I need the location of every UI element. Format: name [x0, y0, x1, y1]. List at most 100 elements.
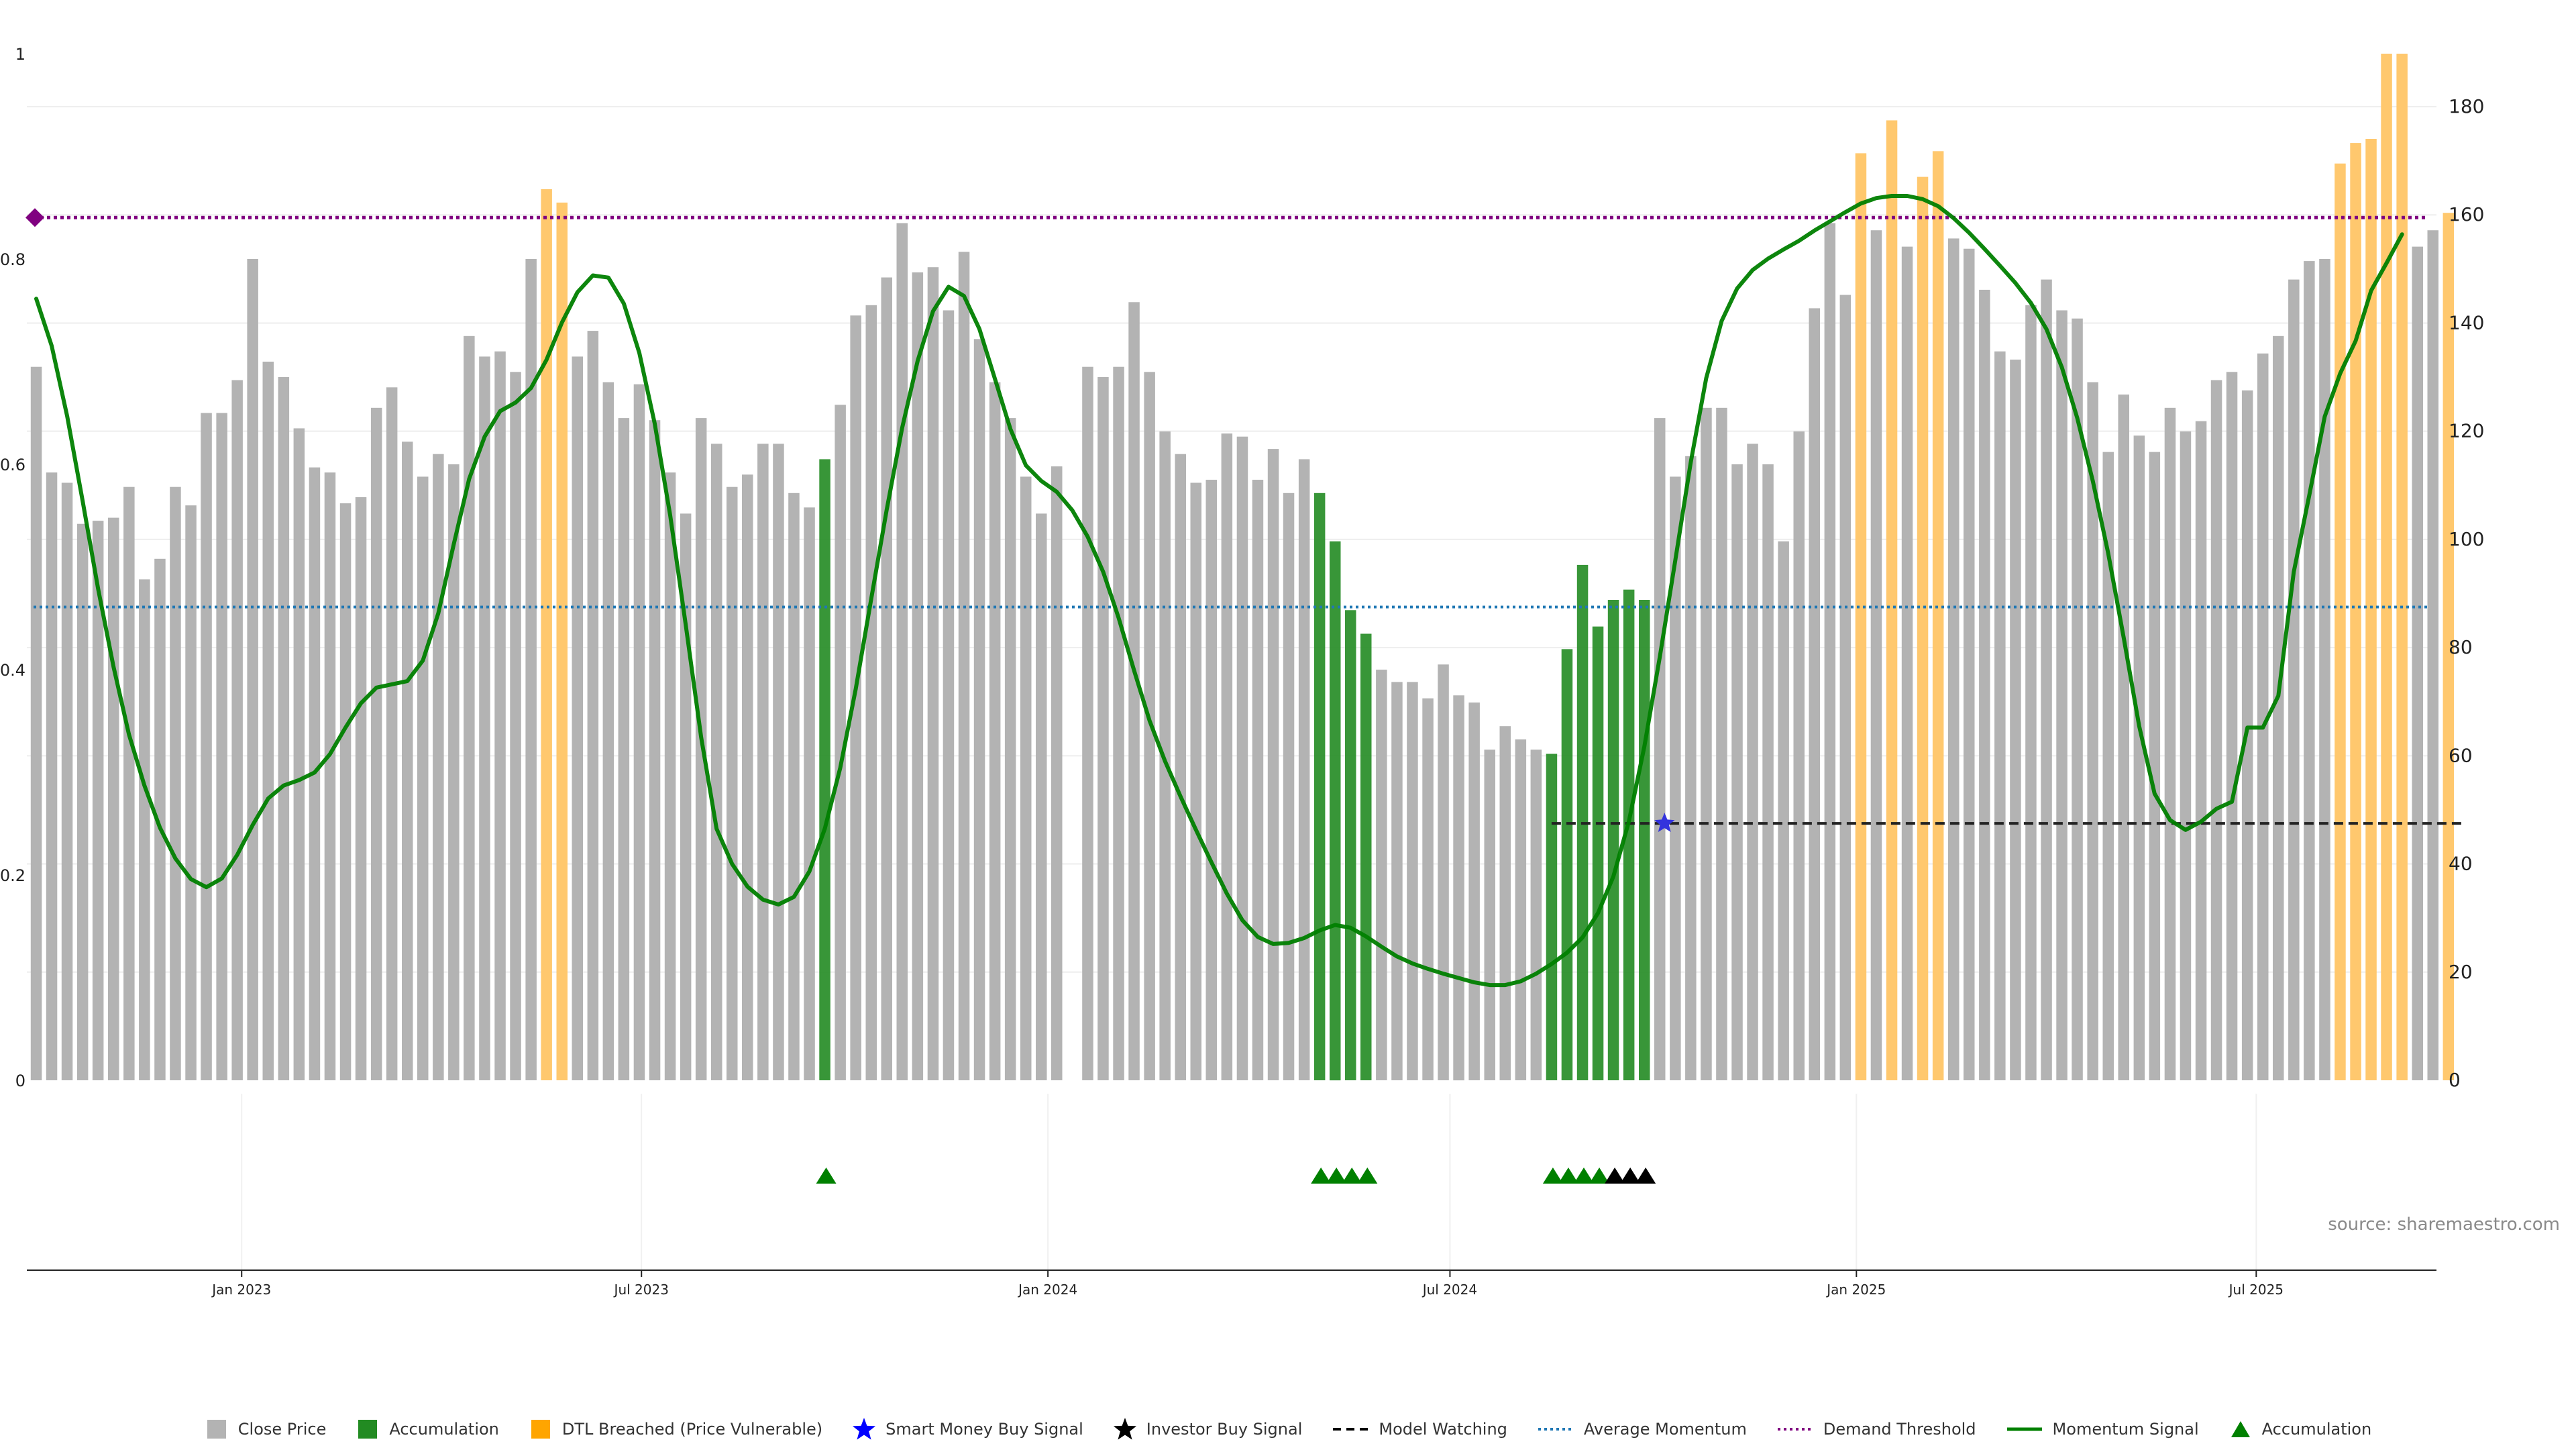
close-price-bar [649, 420, 661, 1080]
close-price-bar [30, 366, 42, 1081]
accumulation-bar [1360, 633, 1372, 1080]
close-price-bar [1685, 456, 1697, 1080]
close-price-bar [2319, 259, 2330, 1080]
legend-label: Smart Money Buy Signal [885, 1420, 1083, 1439]
accumulation-bar [1623, 589, 1635, 1080]
close-price-bar [61, 482, 73, 1080]
accumulation-bar [1313, 492, 1326, 1080]
left-axis-tick-label: 0.8 [0, 250, 25, 269]
close-price-bar [278, 376, 290, 1080]
close-price-bar [989, 382, 1001, 1080]
close-price-bar [2133, 435, 2145, 1080]
close-price-bar [1515, 739, 1527, 1080]
close-price-bar [1994, 351, 2006, 1081]
close-price-bar [1221, 433, 1233, 1080]
legend-label: Demand Threshold [1823, 1420, 1976, 1439]
close-price-bar [185, 505, 197, 1080]
close-price-bar [2427, 230, 2438, 1081]
close-price-bar [1484, 749, 1495, 1080]
close-price-bar [2056, 310, 2068, 1080]
close-price-bar [1809, 308, 1820, 1080]
close-price-bar [2149, 452, 2161, 1080]
chart-legend: Close Price Accumulation DTL Breached (Pri… [0, 1414, 2576, 1444]
close-price-bar [602, 382, 614, 1080]
close-price-bar [433, 454, 444, 1080]
x-axis-tick-label: Jan 2024 [1017, 1282, 1077, 1298]
legend-label: Accumulation [389, 1420, 499, 1439]
right-axis-tick-label: 100 [2449, 528, 2484, 550]
accumulation-bar [819, 459, 830, 1080]
close-price-bar [1283, 492, 1295, 1080]
x-axis-tick-label: Jul 2025 [2228, 1282, 2284, 1298]
close-price-bar [1468, 703, 1480, 1080]
right-axis-tick-label: 140 [2449, 311, 2484, 333]
close-price-bar [1252, 480, 1264, 1080]
left-axis-tick-label: 0.4 [0, 661, 25, 680]
accumulation-triangle [1311, 1168, 1332, 1184]
legend-square-icon [358, 1420, 378, 1439]
close-price-bar [402, 442, 413, 1080]
close-price-bar [201, 413, 212, 1080]
dtl-breached-bar [2365, 139, 2377, 1080]
close-price-bar [2041, 279, 2052, 1081]
legend-label: Model Watching [1379, 1420, 1507, 1439]
close-price-bar [881, 277, 892, 1080]
legend-square-icon [531, 1420, 550, 1439]
close-price-bar [2072, 318, 2083, 1081]
close-price-bar [912, 272, 924, 1080]
close-price-bar [1654, 418, 1666, 1080]
legend-item: Smart Money Buy Signal [852, 1417, 1083, 1441]
close-price-bar [835, 405, 846, 1080]
legend-dotted-icon [1777, 1428, 1813, 1431]
close-price-bar [1530, 749, 1542, 1080]
close-price-bar [293, 428, 305, 1080]
close-price-bar [1793, 431, 1805, 1080]
accumulation-triangle [816, 1168, 837, 1184]
legend-item: Accumulation [356, 1417, 499, 1441]
legend-label: Average Momentum [1583, 1420, 1747, 1439]
dtl-breached-bar [2381, 54, 2392, 1080]
close-price-bar [927, 267, 939, 1081]
close-price-bar [1499, 726, 1511, 1080]
close-price-bar [587, 331, 599, 1081]
close-price-bar [510, 372, 521, 1080]
x-axis-tick-label: Jul 2024 [1421, 1282, 1477, 1298]
momentum-signal-line [34, 194, 2404, 988]
accumulation-bar [1607, 600, 1619, 1080]
close-price-bar [958, 252, 970, 1080]
close-price-bar [1453, 695, 1464, 1081]
accumulation-triangle [1542, 1168, 1563, 1184]
close-price-bar [1422, 698, 1434, 1080]
close-price-bar [448, 464, 460, 1080]
close-price-bar [1267, 449, 1279, 1080]
accumulation-bar [1561, 649, 1573, 1080]
close-price-bar [773, 444, 784, 1080]
legend-item: Close Price [205, 1417, 326, 1441]
close-price-bar [1670, 476, 1681, 1080]
close-price-bar [943, 310, 955, 1080]
dtl-breached-bar [1932, 151, 1944, 1080]
close-price-bar [1979, 289, 1990, 1080]
accumulation-triangle [1326, 1168, 1347, 1184]
close-price-bar [1824, 223, 1836, 1080]
legend-dashed-icon [1333, 1428, 1368, 1431]
close-price-bar [1407, 682, 1418, 1080]
close-price-bar [1128, 302, 1140, 1080]
right-axis-tick-label: 0 [2449, 1069, 2461, 1091]
close-price-bar [2257, 353, 2269, 1080]
close-price-bar [2288, 279, 2300, 1081]
close-price-bar [788, 492, 800, 1080]
investor-buy-marker [1635, 1168, 1656, 1184]
legend-dotted-icon [1538, 1428, 1573, 1431]
close-price-bar [742, 474, 753, 1080]
right-axis-tick-label: 160 [2449, 203, 2484, 225]
x-axis-tick-label: Jan 2025 [1825, 1282, 1886, 1298]
close-price-bar [1964, 248, 1975, 1081]
close-price-bar [76, 523, 89, 1080]
accumulation-bar [1330, 541, 1341, 1081]
legend-star-icon [1113, 1418, 1136, 1440]
close-price-bar [108, 517, 119, 1080]
accumulation-triangle [1574, 1168, 1594, 1184]
close-price-bar [973, 339, 985, 1080]
